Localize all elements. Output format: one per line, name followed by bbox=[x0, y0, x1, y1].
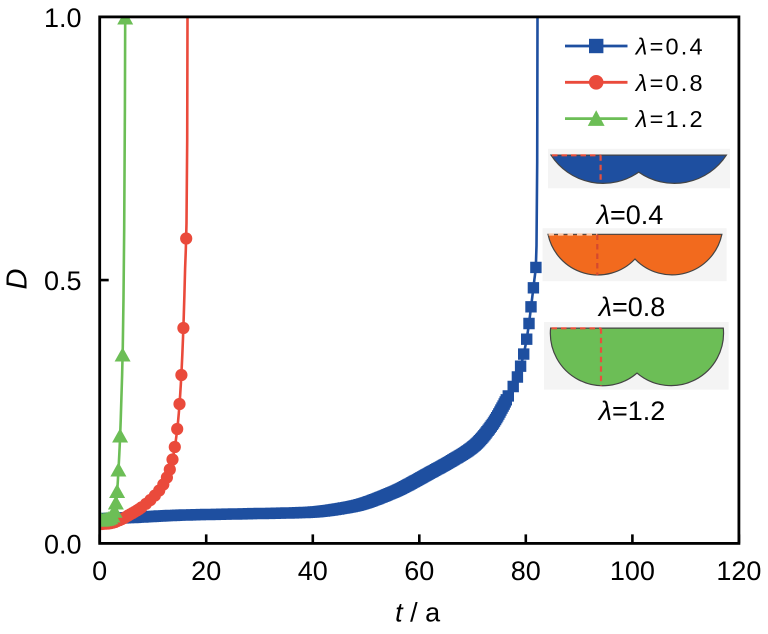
svg-text:100: 100 bbox=[610, 556, 655, 586]
svg-text:λ=1.2: λ=1.2 bbox=[634, 106, 705, 132]
svg-text:60: 60 bbox=[404, 556, 434, 586]
svg-text:40: 40 bbox=[298, 556, 328, 586]
svg-text:λ=0.8: λ=0.8 bbox=[634, 70, 705, 96]
svg-text:λ=1.2: λ=1.2 bbox=[597, 396, 666, 426]
svg-text:λ=0.8: λ=0.8 bbox=[597, 292, 666, 322]
svg-text:t / a: t / a bbox=[395, 598, 441, 628]
svg-text:1.0: 1.0 bbox=[44, 3, 82, 33]
svg-text:λ=0.4: λ=0.4 bbox=[595, 200, 664, 230]
svg-text:20: 20 bbox=[191, 556, 221, 586]
svg-text:0.5: 0.5 bbox=[44, 266, 82, 296]
svg-text:0: 0 bbox=[92, 556, 107, 586]
svg-text:120: 120 bbox=[716, 556, 761, 586]
svg-text:80: 80 bbox=[511, 556, 541, 586]
svg-text:D: D bbox=[2, 268, 34, 289]
svg-text:λ=0.4: λ=0.4 bbox=[634, 34, 705, 60]
svg-text:0.0: 0.0 bbox=[44, 529, 82, 559]
